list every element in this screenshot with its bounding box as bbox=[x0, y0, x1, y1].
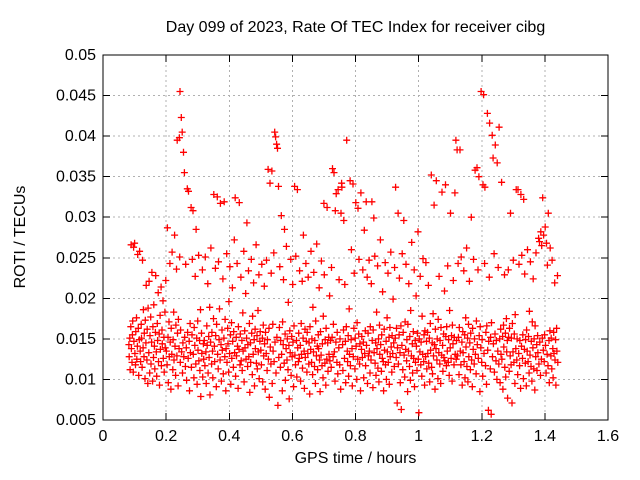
svg-text:0.05: 0.05 bbox=[65, 47, 96, 64]
x-axis-title: GPS time / hours bbox=[294, 450, 417, 467]
svg-text:0.01: 0.01 bbox=[65, 371, 96, 388]
x-tick-labels: 0 0.2 0.4 0.6 0.8 1 1.2 1.4 1.6 bbox=[99, 428, 620, 445]
svg-text:0.04: 0.04 bbox=[65, 128, 96, 145]
plot-border-and-ticks bbox=[102, 54, 609, 421]
gridlines bbox=[103, 55, 608, 420]
svg-text:0.6: 0.6 bbox=[281, 428, 303, 445]
svg-text:1.4: 1.4 bbox=[534, 428, 556, 445]
chart-title: Day 099 of 2023, Rate Of TEC Index for r… bbox=[165, 19, 546, 36]
svg-text:1.6: 1.6 bbox=[597, 428, 619, 445]
svg-text:0.03: 0.03 bbox=[65, 209, 96, 226]
svg-text:0.2: 0.2 bbox=[155, 428, 177, 445]
svg-text:0.005: 0.005 bbox=[56, 412, 96, 429]
svg-text:0.035: 0.035 bbox=[56, 169, 96, 186]
svg-text:0: 0 bbox=[99, 428, 108, 445]
y-tick-labels: 0.005 0.01 0.015 0.02 0.025 0.03 0.035 0.04 0.04… bbox=[56, 47, 96, 429]
svg-text:0.02: 0.02 bbox=[65, 290, 96, 307]
svg-text:0.8: 0.8 bbox=[344, 428, 366, 445]
svg-text:1: 1 bbox=[414, 428, 423, 445]
svg-text:0.025: 0.025 bbox=[56, 250, 96, 267]
data-points-ROTI bbox=[125, 88, 562, 418]
svg-text:1.2: 1.2 bbox=[471, 428, 493, 445]
svg-text:0.045: 0.045 bbox=[56, 88, 96, 105]
svg-text:0.015: 0.015 bbox=[56, 331, 96, 348]
svg-text:0.4: 0.4 bbox=[218, 428, 240, 445]
